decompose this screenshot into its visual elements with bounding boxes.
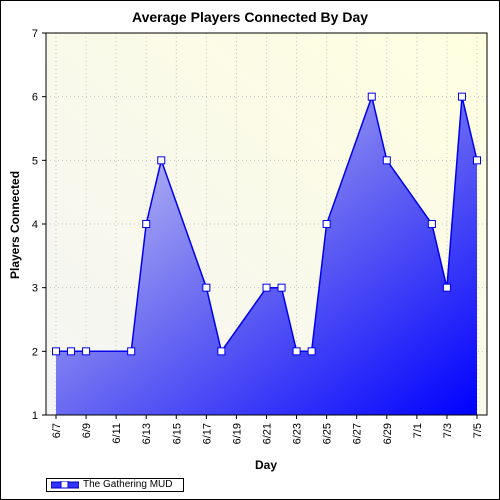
x-tick-label: 7/3 (442, 423, 454, 438)
x-tick-label: 6/17 (201, 423, 213, 444)
data-point (217, 347, 226, 356)
data-point (307, 347, 316, 356)
x-tick-label: 6/29 (382, 423, 394, 444)
x-tick-label: 6/19 (231, 423, 243, 444)
y-axis-label: Players Connected (8, 171, 22, 279)
x-axis-ticks: 6/7 6/9 6/11 6/13 6/15 6/17 6/19 6/21 6/23 6/25 6/… (51, 415, 484, 444)
series-area (56, 96, 477, 415)
y-tick-label: 5 (32, 155, 38, 167)
data-point (157, 156, 166, 165)
x-tick-label: 6/27 (352, 423, 364, 444)
x-tick-label: 6/25 (322, 423, 334, 444)
x-tick-label: 6/23 (292, 423, 304, 444)
y-tick-label: 7 (32, 28, 38, 40)
data-point (367, 92, 376, 101)
data-point (382, 156, 391, 165)
x-axis-label: Day (255, 458, 277, 472)
y-tick-label: 3 (32, 283, 38, 295)
data-points (52, 92, 481, 356)
legend-swatch (51, 481, 79, 489)
y-tick-label: 4 (32, 219, 38, 231)
y-tick-label: 6 (32, 92, 38, 104)
x-tick-label: 6/21 (262, 423, 274, 444)
data-point (52, 347, 60, 356)
legend: The Gathering MUD (46, 478, 184, 492)
x-tick-label: 6/15 (171, 423, 183, 444)
data-point (82, 347, 91, 356)
data-point (322, 220, 331, 228)
x-tick-label: 7/5 (472, 423, 484, 438)
x-tick-label: 6/13 (141, 423, 153, 444)
x-tick-label: 6/9 (81, 423, 93, 438)
data-point (202, 283, 211, 292)
chart-title: Average Players Connected By Day (131, 9, 369, 25)
data-point (262, 283, 271, 292)
data-point (427, 220, 436, 228)
data-point (67, 347, 76, 356)
x-tick-label: 7/1 (412, 423, 424, 438)
legend-entry-label: The Gathering MUD (83, 479, 173, 490)
data-point (127, 347, 136, 356)
y-tick-label: 1 (32, 410, 38, 422)
data-point (292, 347, 301, 356)
data-point (457, 92, 466, 101)
y-tick-label: 2 (32, 346, 38, 358)
data-point (277, 283, 286, 292)
data-point (442, 283, 451, 292)
data-point (473, 156, 481, 165)
data-point (142, 220, 151, 228)
y-axis-ticks: 1 2 3 4 5 6 7 (32, 28, 46, 422)
x-tick-label: 6/7 (51, 423, 63, 438)
x-tick-label: 6/11 (111, 423, 123, 444)
